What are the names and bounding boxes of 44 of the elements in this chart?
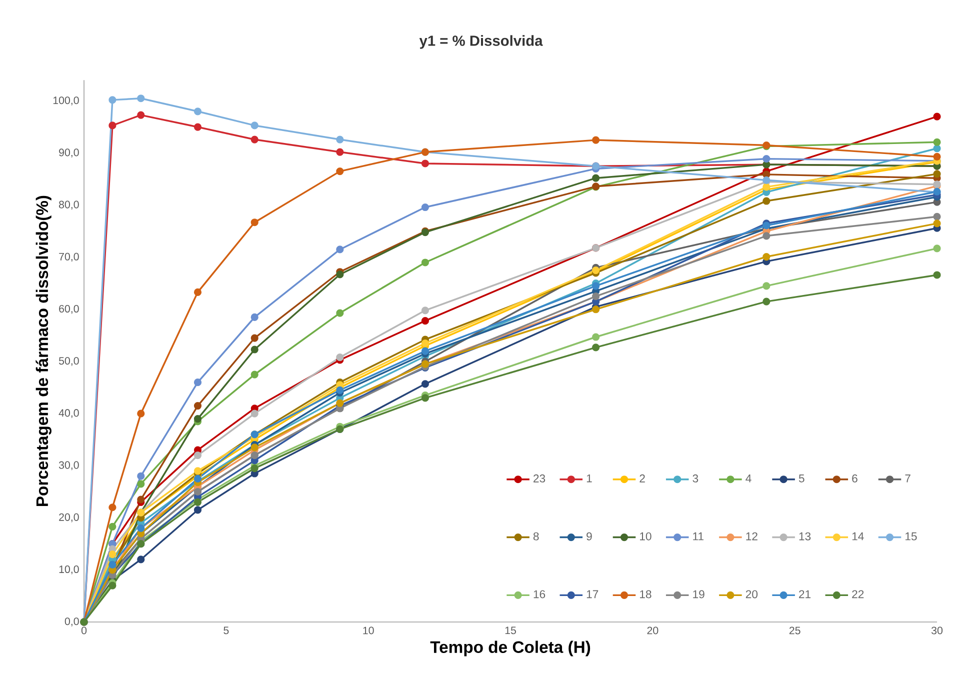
legend-label: 18: [640, 590, 652, 598]
legend-label: 9: [586, 532, 592, 540]
y-tick-label: 90,0: [59, 148, 79, 158]
legend-label: 3: [692, 474, 698, 482]
x-tick-label: 15: [505, 626, 516, 634]
legend-label: 1: [586, 474, 592, 482]
y-tick-label: 0,0: [64, 618, 79, 626]
x-tick-label: 20: [647, 626, 658, 634]
y-tick-label: 30,0: [58, 461, 79, 470]
y-tick-label: 40,0: [58, 409, 79, 418]
y-tick-label: 50,0: [58, 357, 79, 366]
legend-label: 23: [534, 474, 546, 482]
legend-label: 6: [852, 474, 858, 482]
x-tick-label: 30: [931, 626, 943, 634]
x-tick-label: 10: [363, 626, 374, 634]
legend-label: 12: [746, 532, 758, 540]
legend-label: 4: [746, 474, 752, 482]
y-tick-label: 60,0: [59, 304, 79, 314]
y-tick-label: 20,0: [59, 513, 79, 522]
legend-label: 22: [852, 590, 864, 598]
legend-label: 16: [534, 590, 546, 598]
legend-label: 17: [586, 590, 598, 598]
y-tick-label: 10,0: [59, 565, 79, 574]
legend-label: 2: [640, 474, 645, 482]
y-axis-title: Porcentagem de fármaco dissolvido(%): [36, 196, 52, 506]
legend-label: 19: [693, 590, 704, 598]
legend-label: 11: [693, 532, 704, 540]
y-tick-label: 100,0: [53, 96, 79, 106]
legend-label: 8: [533, 532, 539, 540]
legend-label: 15: [906, 532, 917, 540]
legend-label: 10: [640, 532, 652, 540]
x-tick-label: 5: [224, 626, 229, 634]
x-axis-title: Tempo de Coleta (H): [430, 640, 590, 656]
legend-label: 5: [798, 474, 804, 482]
legend-label: 14: [852, 532, 864, 540]
legend-label: 13: [799, 532, 811, 540]
legend-label: 21: [799, 590, 811, 598]
legend-label: 20: [746, 590, 758, 598]
x-tick-label: 0: [81, 626, 87, 634]
x-tick-label: 25: [789, 626, 800, 634]
y-tick-label: 80,0: [58, 200, 79, 210]
legend-label: 7: [905, 474, 910, 482]
y-tick-label: 70,0: [59, 252, 79, 262]
chart-title: y1 = % Dissolvida: [419, 35, 543, 49]
